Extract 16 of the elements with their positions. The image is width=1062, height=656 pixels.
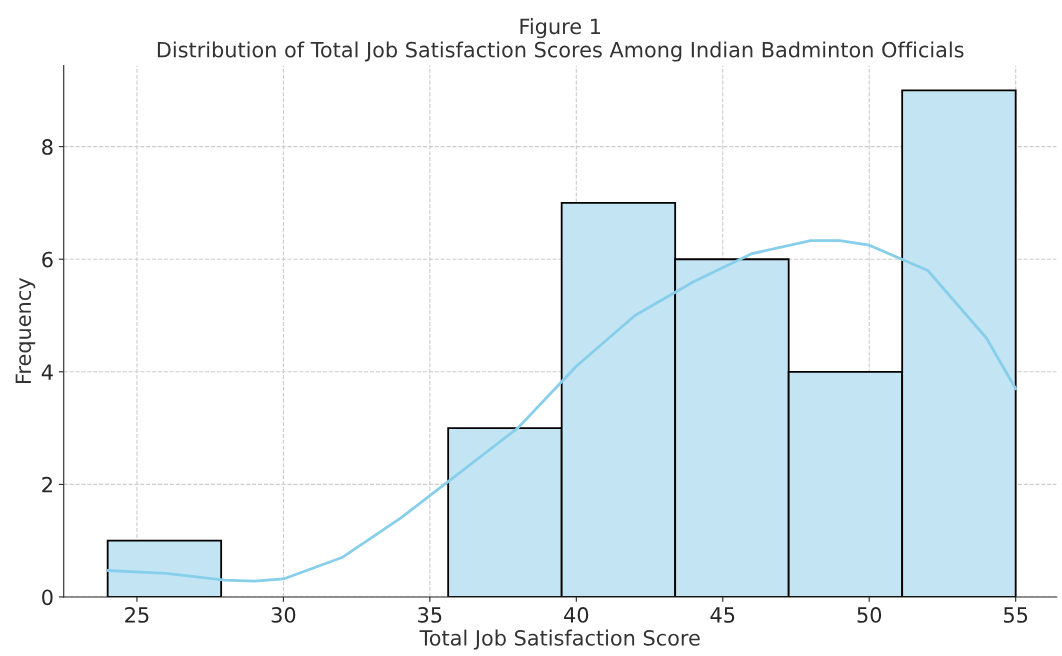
x-tick-label: 45 [710, 607, 735, 623]
x-tick-label: 55 [1004, 607, 1028, 623]
x-axis-title: Total Job Satisfaction Score [419, 629, 700, 650]
y-axis-title: Frequency [15, 278, 36, 384]
x-tick-label: 25 [125, 607, 149, 623]
y-tick-label: 6 [42, 251, 53, 268]
y-tick-label: 4 [41, 364, 53, 380]
line-series [106, 239, 1018, 583]
x-tick-label: 50 [857, 607, 882, 623]
y-tick-label: 8 [42, 139, 53, 155]
x-tick-label: 35 [418, 607, 442, 623]
x-tick-label: 30 [271, 607, 296, 623]
chart-title: Figure 1 Distribution of Total Job Satisfaction Scores Among Indian Badminton Officials [157, 18, 964, 62]
y-tick-label: 0 [42, 589, 53, 606]
x-tick-label: 40 [564, 607, 589, 623]
y-tick-label: 2 [42, 476, 52, 493]
